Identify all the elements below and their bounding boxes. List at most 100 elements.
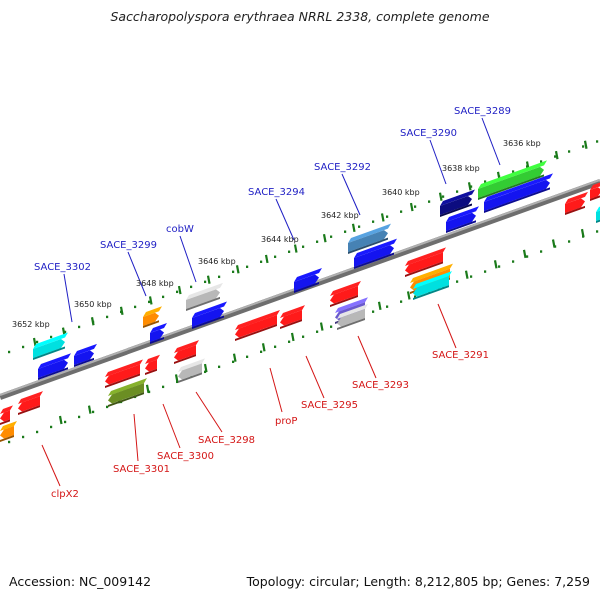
gene-front xyxy=(348,230,388,252)
gene-reverse-red xyxy=(18,391,43,415)
major-tick xyxy=(235,265,240,274)
leader-line-reverse xyxy=(357,335,377,379)
gene-top xyxy=(0,405,13,414)
gene-forward-blue xyxy=(446,206,479,233)
tick-dot xyxy=(442,195,445,198)
tick-dot xyxy=(470,185,473,188)
major-tick xyxy=(232,353,237,362)
tick-dot xyxy=(526,255,529,258)
major-tick xyxy=(32,337,37,347)
tick-dot xyxy=(582,145,585,148)
gene-top xyxy=(410,263,453,283)
leader-line-forward xyxy=(179,235,197,283)
reverse-gene-label: SACE_3291 xyxy=(432,350,489,361)
gene-front xyxy=(74,350,94,365)
gene-clpX2 xyxy=(0,420,17,442)
gene-front xyxy=(143,312,159,326)
gene-top xyxy=(174,340,199,353)
forward-gene-label: SACE_3289 xyxy=(454,106,511,117)
tick-dot xyxy=(50,425,53,429)
tick-dot xyxy=(568,150,571,153)
gene-SACE_3298 xyxy=(174,340,199,364)
major-tick xyxy=(148,296,153,305)
tick-dot xyxy=(64,330,67,334)
tick-dot xyxy=(134,305,137,309)
major-tick xyxy=(493,260,498,269)
gene-shadow xyxy=(294,282,319,293)
gene-SACE_3290 xyxy=(440,189,475,217)
gene-shadow xyxy=(590,195,600,201)
leader-line-reverse xyxy=(437,303,457,349)
tick-dot xyxy=(260,350,263,353)
gene-top xyxy=(330,280,361,296)
gene-front xyxy=(18,396,40,412)
gene-top xyxy=(235,309,280,330)
gene-forward-blue xyxy=(150,322,167,344)
gene-top xyxy=(596,206,600,212)
gene-shadow xyxy=(354,252,394,269)
gene-top xyxy=(186,282,223,300)
tick-dot xyxy=(316,330,319,333)
tick-layer xyxy=(8,140,599,444)
tick-dot xyxy=(260,260,263,263)
forward-gene-label: SACE_3294 xyxy=(248,187,305,198)
gene-shadow xyxy=(145,368,157,375)
tick-dot xyxy=(106,405,109,409)
leader-line-forward xyxy=(127,251,147,297)
genome-summary-text: Topology: circular; Length: 8,212,805 bp… xyxy=(246,574,590,589)
gene-forward-blue xyxy=(192,301,227,329)
ruler-label: 3638 kbp xyxy=(442,164,480,173)
gene-SACE_3300 xyxy=(178,358,205,383)
gene-shadow xyxy=(280,319,302,329)
gene-reverse-gray xyxy=(337,303,368,330)
gene-front xyxy=(0,425,14,439)
label-layer: 3636 kbp 3638 kbp 3640 kbp 3642 kbp 3644 kbp… xyxy=(12,106,541,500)
tick-dot xyxy=(512,170,515,173)
gene-shadow xyxy=(337,317,365,330)
ruler-label: 3652 kbp xyxy=(12,320,50,329)
tick-dot xyxy=(22,435,25,439)
reverse-gene-label: proP xyxy=(275,416,297,427)
tick-dot xyxy=(106,315,109,319)
tick-dot xyxy=(414,205,417,208)
gene-front xyxy=(186,289,220,309)
tick-dot xyxy=(274,345,277,348)
gene-top xyxy=(280,305,305,318)
tick-dot xyxy=(400,300,403,303)
reverse-gene-label: SACE_3301 xyxy=(113,464,170,475)
tick-dot xyxy=(162,295,165,299)
gene-shadow xyxy=(348,237,388,254)
gene-top xyxy=(0,420,17,431)
tick-dot xyxy=(596,230,599,233)
gene-front xyxy=(565,198,585,213)
gene-shadow xyxy=(235,323,277,341)
ruler-label: 3644 kbp xyxy=(261,235,299,244)
major-tick xyxy=(551,239,556,248)
tick-dot xyxy=(302,335,305,338)
gene-top xyxy=(565,191,588,204)
gene-forward-red xyxy=(565,191,588,215)
gene-shadow xyxy=(38,367,68,380)
gene-front xyxy=(337,308,365,327)
gene-top xyxy=(337,303,368,319)
gene-top xyxy=(484,173,553,202)
tick-dot xyxy=(330,325,333,328)
gene-forward-cyan xyxy=(596,206,600,223)
gene-reverse-red xyxy=(0,405,13,425)
tick-dot xyxy=(78,325,81,329)
gene-shadow xyxy=(565,205,585,215)
major-tick xyxy=(58,415,63,425)
tick-dot xyxy=(372,220,375,223)
major-tick xyxy=(467,182,472,191)
gene-front xyxy=(484,179,550,211)
gene-top xyxy=(335,297,368,313)
gene-shadow xyxy=(0,434,14,442)
tick-dot xyxy=(344,230,347,233)
gene-top xyxy=(192,301,227,318)
major-tick xyxy=(554,150,559,160)
tick-dot xyxy=(274,255,277,258)
gene-front xyxy=(235,314,277,338)
tick-dot xyxy=(78,415,81,419)
gene-SACE_3302 xyxy=(33,332,68,360)
gene-SACE_3293 xyxy=(330,280,361,307)
